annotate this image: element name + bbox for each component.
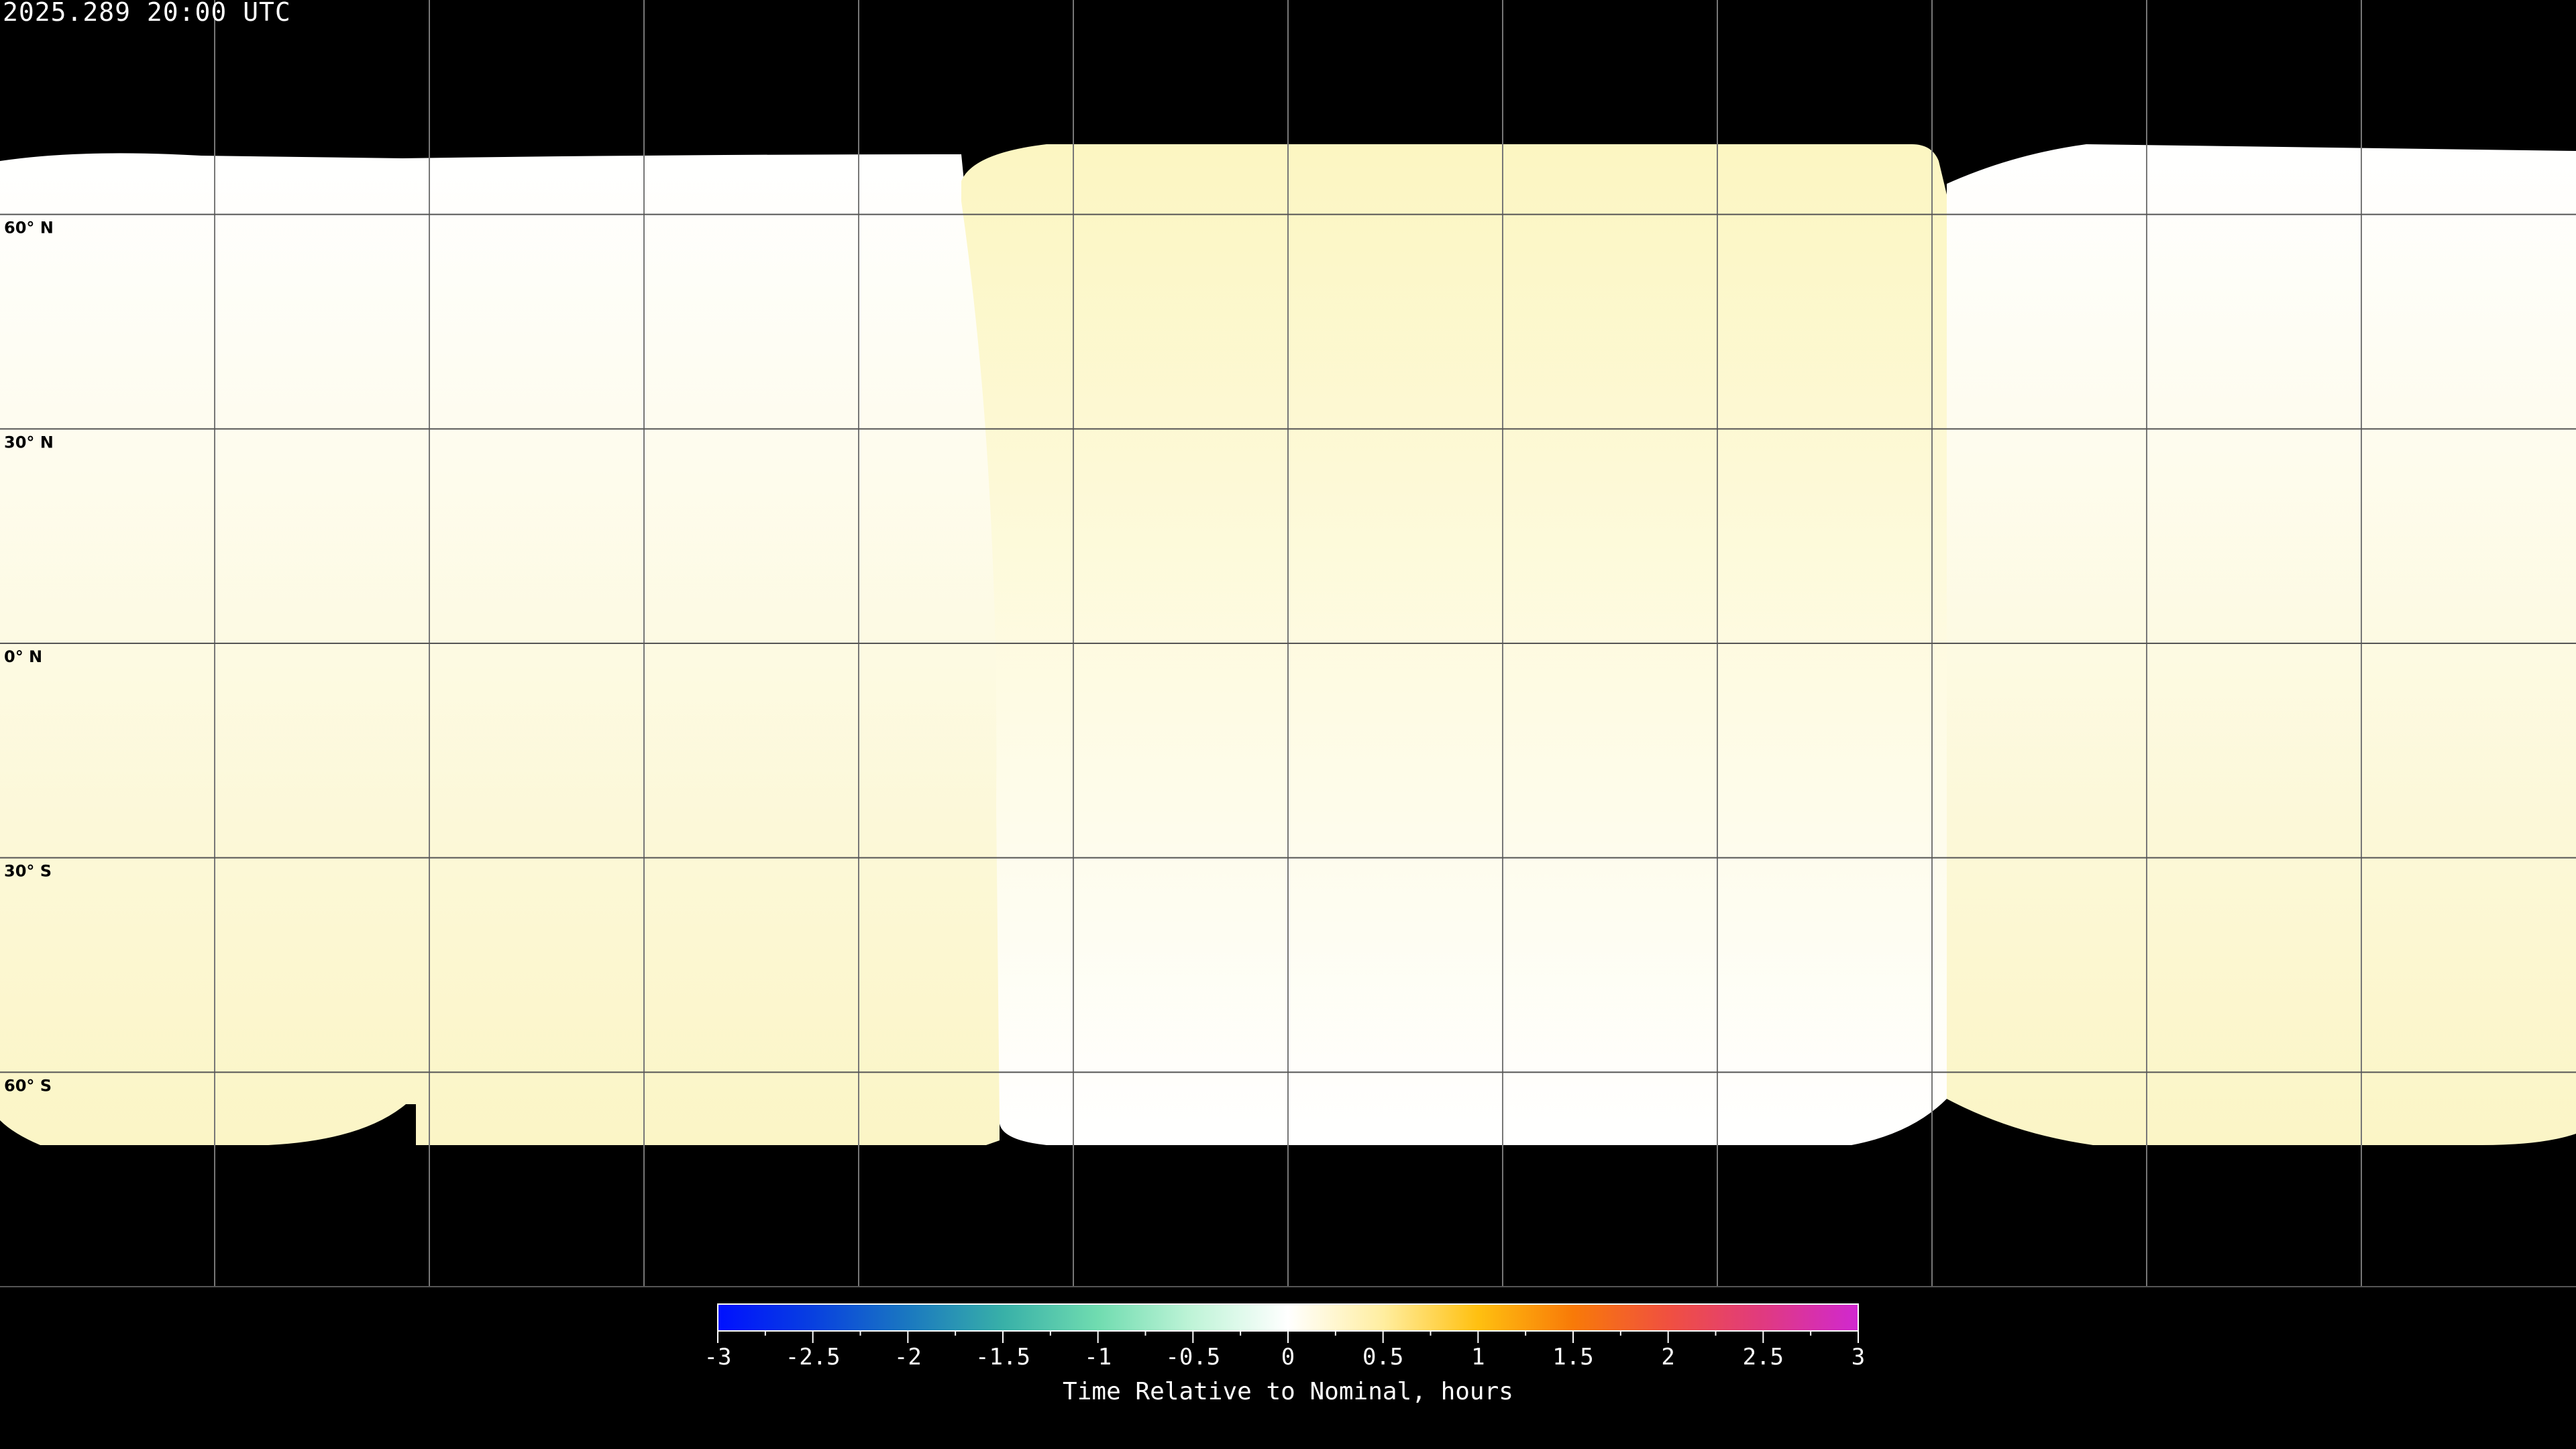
coverage-region-center <box>961 144 1947 1145</box>
colorbar-tick-label: -1 <box>1084 1344 1112 1371</box>
colorbar-tick-label: 0.5 <box>1362 1344 1403 1371</box>
colorbar-tick-label: -2 <box>894 1344 922 1371</box>
latitude-labels: 60° N 30° N 0° N 30° S 60° S <box>4 219 54 1095</box>
colorbar-label: Time Relative to Nominal, hours <box>1063 1378 1513 1405</box>
colorbar-tick-label: -1.5 <box>975 1344 1030 1371</box>
colorbar-tick-label: 1 <box>1471 1344 1485 1371</box>
map-bottom-border <box>0 1286 2576 1287</box>
latitude-label: 0° N <box>4 647 42 666</box>
colorbar <box>717 1303 1859 1332</box>
colorbar-tick-label: -2.5 <box>786 1344 841 1371</box>
colorbar-tick-label: 0 <box>1281 1344 1295 1371</box>
latitude-label: 30° S <box>4 862 52 881</box>
timestamp-title: 2025.289 20:00 UTC <box>3 0 291 27</box>
latitude-label: 60° S <box>4 1076 52 1095</box>
coverage-region-east <box>1947 144 2576 1145</box>
graticule <box>0 0 2576 1287</box>
colorbar-tick-label: 1.5 <box>1552 1344 1593 1371</box>
colorbar-tick-label: 2 <box>1661 1344 1674 1371</box>
colorbar-tick-label: -0.5 <box>1165 1344 1220 1371</box>
colorbar-tick-label: 3 <box>1851 1344 1865 1371</box>
colorbar-tick-label: -3 <box>704 1344 732 1371</box>
colorbar-ticks: -3 -2.5 -2 -1.5 -1 -0.5 0 0.5 1 1.5 2 2.5 3 <box>704 1331 1865 1371</box>
colorbar-tick-label: 2.5 <box>1743 1344 1784 1371</box>
latitude-label: 60° N <box>4 219 54 237</box>
coverage-region-west <box>0 153 1001 1145</box>
latitude-label: 30° N <box>4 433 54 451</box>
